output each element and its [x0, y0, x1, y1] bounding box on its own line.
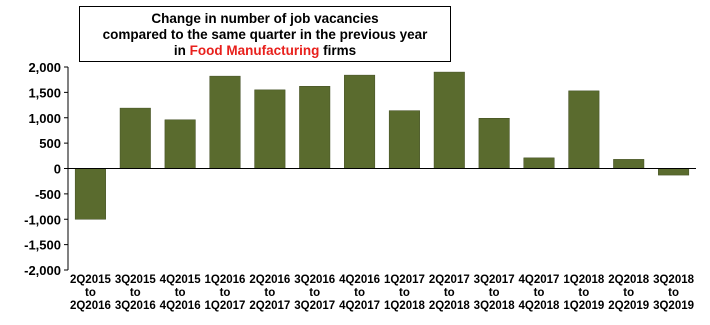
y-tick-label: 500	[39, 136, 61, 151]
x-tick-label: to	[399, 287, 410, 299]
bar	[254, 89, 286, 169]
x-tick-label: 3Q2017	[294, 300, 335, 312]
y-tick-label: -500	[35, 187, 61, 202]
chart-title-highlight: Food Manufacturing	[189, 43, 320, 58]
x-tick-label: 1Q2017	[384, 274, 425, 286]
x-tick-label: 2Q2018	[608, 274, 650, 286]
bar	[344, 74, 376, 169]
chart-title-line-1: Change in number of job vacancies	[151, 11, 379, 26]
bar	[658, 168, 690, 176]
x-tick-label: 2Q2019	[608, 300, 649, 312]
bar	[119, 107, 151, 169]
bar	[299, 86, 331, 169]
x-tick-label: to	[175, 287, 186, 299]
x-tick-label: 2Q2018	[429, 300, 471, 312]
bar	[523, 157, 555, 169]
x-tick-label: 3Q2018	[653, 274, 695, 286]
y-tick-label: 2,000	[28, 60, 61, 75]
y-tick-label: -1,500	[24, 238, 61, 253]
x-tick-label: 4Q2016	[339, 274, 380, 286]
x-tick-label: 3Q2015	[115, 274, 157, 286]
x-tick-label: 1Q2018	[563, 274, 605, 286]
x-tick-label: 1Q2016	[205, 274, 246, 286]
x-tick-label: to	[130, 287, 141, 299]
x-tick-label: to	[489, 287, 500, 299]
x-tick-label: 4Q2015	[160, 274, 202, 286]
x-tick-label: 1Q2017	[205, 300, 246, 312]
x-tick-label: 1Q2018	[384, 300, 426, 312]
chart-title: Change in number of job vacancies compar…	[79, 6, 451, 62]
y-tick-label: 0	[54, 162, 61, 177]
chart-title-line-2: compared to the same quarter in the prev…	[102, 27, 428, 42]
x-tick-label: to	[309, 287, 320, 299]
x-tick-label: to	[85, 287, 96, 299]
x-tick-label: 4Q2016	[160, 300, 201, 312]
bar	[433, 71, 465, 169]
bar	[74, 168, 106, 220]
chart-title-prefix: in	[173, 43, 190, 58]
x-tick-label: 2Q2017	[429, 274, 470, 286]
bar	[209, 75, 241, 169]
bar	[164, 119, 196, 169]
x-tick-label: 3Q2017	[474, 274, 515, 286]
x-tick-label: 4Q2017	[339, 300, 380, 312]
x-tick-label: to	[264, 287, 275, 299]
x-tick-label: 2Q2015	[70, 274, 112, 286]
x-tick-label: to	[534, 287, 545, 299]
x-tick-label: to	[220, 287, 231, 299]
bar	[478, 118, 510, 169]
bar	[388, 110, 420, 169]
x-tick-label: 2Q2016	[70, 300, 111, 312]
x-tick-label: 2Q2016	[249, 274, 290, 286]
bar	[613, 159, 645, 169]
x-tick-label: 4Q2018	[519, 300, 561, 312]
x-tick-label: 1Q2019	[563, 300, 604, 312]
y-tick-label: 1,000	[28, 111, 61, 126]
y-tick-label: -2,000	[24, 263, 61, 278]
x-tick-label: 4Q2017	[519, 274, 560, 286]
y-tick-label: 1,500	[28, 85, 61, 100]
x-tick-label: to	[578, 287, 589, 299]
x-tick-label: to	[444, 287, 455, 299]
x-tick-label: 3Q2016	[294, 274, 335, 286]
x-tick-label: 3Q2018	[474, 300, 516, 312]
x-tick-label: 2Q2017	[249, 300, 290, 312]
y-tick-label: -1,000	[24, 212, 61, 227]
chart-title-line-3: in Food Manufacturing firms	[80, 43, 450, 59]
x-tick-label: to	[623, 287, 634, 299]
x-tick-label: 3Q2019	[653, 300, 694, 312]
x-tick-label: 3Q2016	[115, 300, 156, 312]
x-tick-label: to	[354, 287, 365, 299]
chart-title-suffix: firms	[319, 43, 357, 58]
x-tick-label: to	[668, 287, 679, 299]
bar	[568, 90, 600, 169]
